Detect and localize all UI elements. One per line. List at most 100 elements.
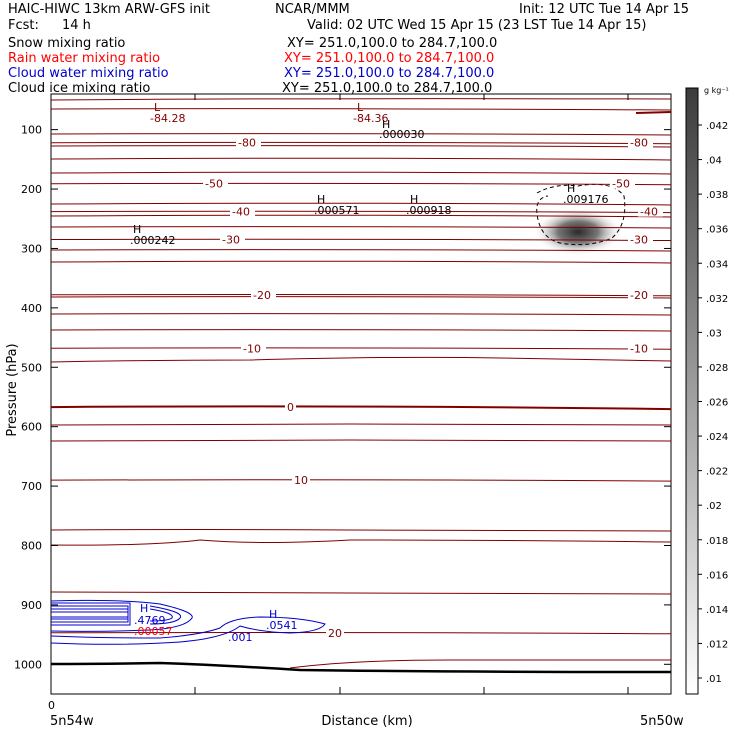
isotherm-label: -40 [232, 206, 250, 219]
isotherm--50 [51, 182, 671, 186]
valid-time: Valid: 02 UTC Wed 15 Apr 15 (23 LST Tue … [307, 18, 647, 33]
forecast-value: 14 h [62, 18, 91, 33]
isotherm-fragment [635, 111, 671, 114]
colorbar-tick-label: .034 [706, 259, 728, 270]
chart-title: HAIC-HIWC 13km ARW-GFS init [8, 2, 210, 17]
isotherm-label-bg [610, 177, 635, 189]
field-name-rain: Rain water mixing ratio [8, 51, 161, 66]
isotherm-20 [51, 631, 671, 635]
isotherm-label-bg [220, 233, 245, 245]
colorbar-tick-label: .038 [706, 190, 728, 201]
isotherm-label: -80 [630, 137, 648, 150]
isotherm-label: -30 [630, 234, 648, 247]
extrema-type-4: H [317, 193, 325, 206]
colorbar-tick-label: .04 [706, 156, 722, 167]
isotherm-label: -40 [640, 206, 658, 219]
field-name-cloud-water: Cloud water mixing ratio [8, 66, 169, 81]
colorbar-tick-label: .018 [706, 536, 728, 547]
isotherm-label: -20 [253, 289, 271, 302]
isotherm--10 [51, 347, 671, 350]
extrema-value-3: .000030 [379, 128, 425, 141]
field-xy-snow: XY= 251.0,100.0 to 284.7,100.0 [287, 36, 498, 51]
extrema-type-7: H [567, 182, 575, 195]
x-right-endpoint: 5n50w [640, 714, 684, 729]
surface-line [51, 661, 671, 674]
isotherm-label-bg [251, 288, 276, 300]
extrema-value-2: -84.36 [353, 112, 388, 125]
isotherm-label-bg [628, 342, 653, 354]
y-tick-label: 400 [21, 302, 42, 315]
extrema-value-1: -84.28 [150, 112, 185, 125]
x-left-endpoint: 5n54w [50, 714, 94, 729]
isotherm--20 [51, 293, 671, 297]
x-tick-zero: 0 [48, 699, 55, 712]
extrema-value-11: .001 [228, 631, 253, 644]
isotherm-label: 10 [294, 474, 308, 487]
extrema-type-6: H [133, 223, 141, 236]
isotherm-label: 20 [328, 627, 342, 640]
init-time: Init: 12 UTC Tue 14 Apr 15 [519, 2, 690, 17]
isotherm-label-bg [638, 205, 663, 217]
extrema-type-8: H [140, 602, 148, 615]
isotherm-label-bg [285, 401, 296, 413]
colorbar-tick-label: .026 [706, 398, 728, 409]
isotherm-label-bg [241, 342, 266, 354]
colorbar-tick-label: .014 [706, 605, 728, 616]
isotherm-label-bg [236, 136, 261, 148]
extrema-type-2: L [357, 101, 364, 114]
isotherm-lines [51, 98, 671, 669]
isotherm--40 [51, 210, 671, 214]
isotherm-label: 0 [287, 401, 294, 414]
extrema-type-3: H [382, 118, 390, 131]
isotherm-label: -10 [630, 342, 648, 355]
isotherm-label-bg [326, 626, 344, 638]
org-label: NCAR/MMM [275, 2, 350, 17]
temperature-contours: -80 -80 -50 -50 -40 -40 -30 -30 -20 -20 -10 -10 0 10 2… [51, 136, 671, 640]
extrema-value-6: .000242 [130, 234, 176, 247]
isotherm-10 [51, 479, 671, 482]
colorbar-tick-label: .016 [706, 570, 728, 581]
y-tick-label: 100 [21, 124, 42, 137]
colorbar [685, 87, 699, 695]
colorbar-tick-label: .012 [706, 639, 728, 650]
y-tick-label: 900 [21, 599, 42, 612]
isotherm-label-bg [628, 233, 653, 245]
isotherm-label-bg [628, 136, 653, 148]
colorbar-tick-label: .036 [706, 225, 728, 236]
colorbar-unit: g kg⁻¹ [704, 86, 729, 95]
isotherm-label-bg [292, 474, 310, 486]
extrema-value-5: .000918 [406, 204, 452, 217]
isotherm-label: -30 [222, 234, 240, 247]
isotherm-label-bg [628, 288, 653, 300]
isotherm-label-bg [230, 205, 255, 217]
isotherm-0 [51, 405, 671, 411]
extrema-value-7: .009176 [563, 193, 609, 206]
y-tick-label: 800 [21, 539, 42, 552]
colorbar-tick-label: .022 [706, 467, 728, 478]
field-name-snow: Snow mixing ratio [8, 36, 126, 51]
cloud-water-contours [51, 599, 326, 645]
y-tick-label: 600 [21, 421, 42, 434]
isotherm-label: -20 [630, 289, 648, 302]
field-xy-cloud-ice: XY= 251.0,100.0 to 284.7,100.0 [282, 81, 493, 96]
colorbar-ticks: .042 .04 .038 .036 .034 .032 .03 .028 .026 .024 .0… [698, 121, 728, 685]
isotherm-label-bg [203, 177, 228, 189]
field-xy-cloud-water: XY= 251.0,100.0 to 284.7,100.0 [284, 66, 495, 81]
y-tick-label: 700 [21, 480, 42, 493]
extrema-value-8: .4769 [134, 614, 166, 627]
field-name-cloud-ice: Cloud ice mixing ratio [8, 81, 151, 96]
extrema-value-9: .0541 [266, 619, 298, 632]
colorbar-tick-label: .032 [706, 294, 728, 305]
colorbar-tick-label: .02 [706, 501, 722, 512]
extrema-type-5: H [410, 193, 418, 206]
x-axis [50, 94, 629, 694]
field-xy-rain: XY= 251.0,100.0 to 284.7,100.0 [284, 51, 495, 66]
y-tick-label: 300 [21, 242, 42, 255]
y-tick-label: 1000 [14, 658, 42, 671]
isotherm--30 [51, 238, 671, 242]
isotherm-label: -80 [238, 137, 256, 150]
isotherm-label: -50 [205, 178, 223, 191]
y-tick-label: 500 [21, 361, 42, 374]
